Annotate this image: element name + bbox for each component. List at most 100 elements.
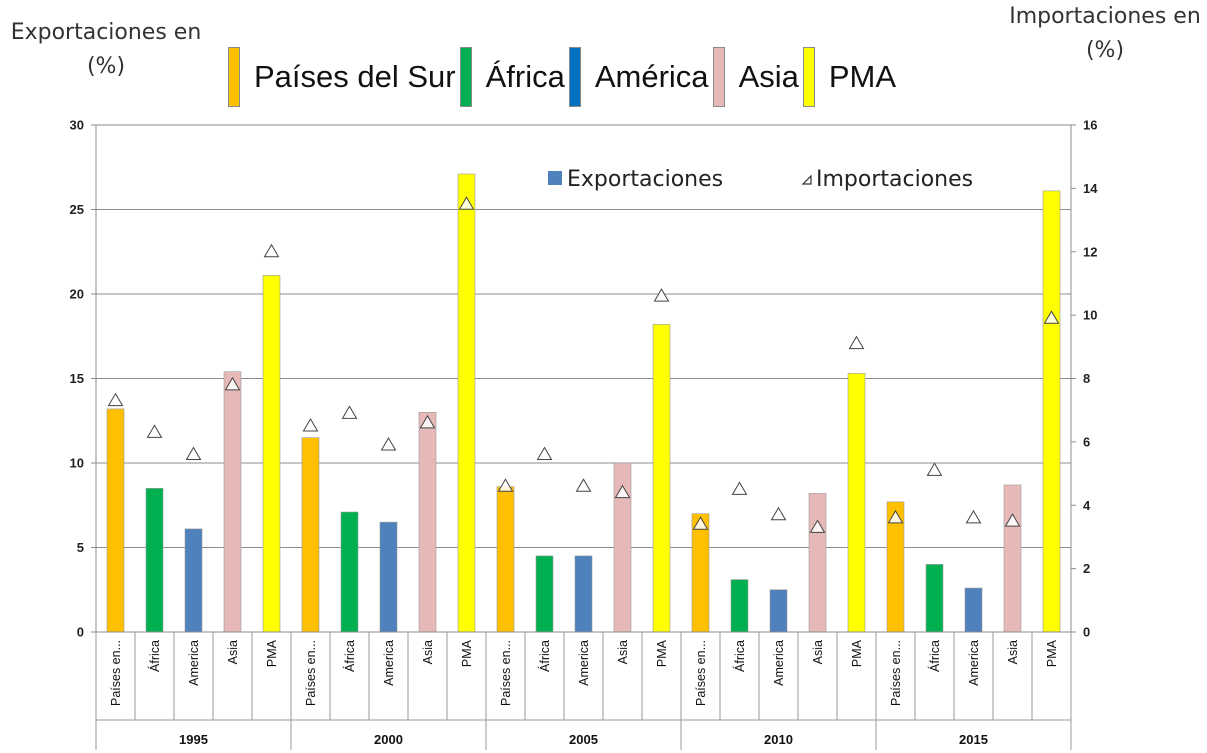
marker-importaciones: [1004, 513, 1021, 527]
marker-importaciones: [653, 288, 670, 302]
inner-legend: Exportaciones Importaciones: [548, 167, 973, 192]
bar-exportaciones: [496, 486, 515, 633]
group-label: 2015: [959, 732, 988, 747]
legend-label-america: América: [594, 59, 709, 94]
bar-exportaciones: [301, 437, 320, 633]
legend-swatch-asia: [712, 47, 725, 107]
left-axis-title: Exportaciones en (%): [10, 20, 202, 79]
right-tick-label: 16: [1083, 118, 1097, 133]
bar-exportaciones: [340, 511, 359, 633]
bar-exportaciones: [847, 373, 866, 633]
category-label: Países en...: [499, 640, 513, 706]
marker-importaciones: [575, 478, 592, 492]
right-tick-label: 0: [1083, 625, 1090, 640]
marker-importaciones: [224, 376, 241, 391]
group-label: 2000: [374, 732, 403, 747]
marker-importaciones: [692, 516, 709, 530]
bar-exportaciones: [535, 555, 554, 633]
bar-exportaciones: [1042, 190, 1061, 633]
category-label: Asia: [226, 640, 240, 664]
legend-item-asia: Asia: [712, 47, 799, 107]
marker-importaciones: [419, 414, 436, 429]
marker-importaciones: [1043, 310, 1060, 324]
left-tick-label: 0: [77, 625, 84, 640]
marker-importaciones: [107, 392, 124, 407]
category-label: África: [732, 640, 747, 672]
category-label: America: [187, 640, 201, 686]
category-label: Asia: [811, 640, 825, 664]
marker-importaciones: [302, 418, 319, 432]
header-legend: Países del Sur África América Asia PMA: [228, 46, 900, 108]
left-tick-label: 5: [77, 540, 84, 555]
marker-importaciones: [887, 509, 904, 524]
left-tick-label: 25: [70, 202, 84, 217]
right-tick-label: 6: [1083, 434, 1090, 449]
right-tick-label: 12: [1083, 244, 1097, 259]
category-label: Países en...: [304, 640, 318, 706]
category-label: Asia: [1006, 640, 1020, 664]
legend-swatch-exportaciones: [548, 171, 562, 185]
marker-importaciones: [965, 509, 982, 524]
legend-label-africa: África: [485, 59, 565, 94]
left-tick-label: 20: [70, 287, 84, 302]
bar-exportaciones: [418, 411, 437, 633]
category-label: PMA: [655, 639, 669, 667]
marker-importaciones: [458, 196, 475, 210]
marker-importaciones: [614, 484, 631, 499]
marker-importaciones: [926, 462, 943, 476]
bar-exportaciones: [769, 589, 788, 633]
marker-importaciones: [380, 437, 397, 451]
bar-exportaciones: [145, 488, 164, 633]
marker-importaciones: [263, 243, 280, 258]
marker-importaciones: [809, 519, 826, 533]
marker-importaciones: [185, 446, 202, 461]
category-label: Países en...: [109, 640, 123, 706]
category-label: África: [147, 640, 162, 672]
category-label: PMA: [265, 639, 279, 667]
legend-label-asia: Asia: [738, 59, 799, 94]
legend-item-america: América: [568, 47, 709, 107]
right-tick-label: 10: [1083, 308, 1097, 323]
marker-importaciones: [770, 506, 787, 521]
bar-exportaciones: [925, 564, 944, 633]
bar-exportaciones: [379, 521, 398, 633]
right-tick-label: 8: [1083, 371, 1090, 386]
bar-exportaciones: [574, 555, 593, 633]
bar-exportaciones: [223, 371, 242, 633]
marker-importaciones: [497, 478, 514, 492]
group-label: 1995: [179, 732, 208, 747]
marker-importaciones: [848, 335, 865, 350]
legend-label-exportaciones: Exportaciones: [567, 167, 723, 192]
left-tick-label: 15: [70, 371, 84, 386]
category-label: África: [537, 640, 552, 672]
grid-lines: [96, 124, 1071, 548]
legend-label-importaciones: Importaciones: [816, 167, 973, 192]
legend-item-paises-del-sur: Países del Sur: [228, 47, 456, 107]
category-label: PMA: [850, 639, 864, 667]
category-label: America: [382, 640, 396, 686]
bar-exportaciones: [1003, 484, 1022, 633]
marker-importaciones: [341, 405, 358, 419]
legend-item-pma: PMA: [802, 47, 897, 107]
group-label: 2010: [764, 732, 793, 747]
bar-exportaciones: [652, 324, 671, 633]
category-label: America: [577, 640, 591, 686]
category-label: America: [772, 640, 786, 686]
category-label: África: [927, 640, 942, 672]
right-tick-label: 4: [1083, 498, 1091, 513]
bar-exportaciones: [184, 528, 203, 633]
legend-label-pma: PMA: [828, 59, 897, 94]
right-tick-label: 14: [1083, 181, 1098, 196]
right-axis-title: Importaciones en (%): [1009, 4, 1201, 63]
bar-exportaciones: [457, 173, 476, 633]
bar-exportaciones: [730, 579, 749, 633]
bars: [106, 173, 1061, 633]
right-tick-label: 2: [1083, 561, 1090, 576]
bar-exportaciones: [106, 408, 125, 633]
left-tick-label: 30: [70, 118, 84, 133]
marker-importaciones: [536, 446, 553, 461]
legend-swatch-paises-del-sur: [228, 47, 240, 107]
import-markers: [107, 196, 1060, 533]
category-label: Países en...: [694, 640, 708, 706]
axes: 0 5 10 15 20 25 30 0 2 4 6 8 10 12 14 16 Países en... Áfr…: [70, 118, 1098, 750]
